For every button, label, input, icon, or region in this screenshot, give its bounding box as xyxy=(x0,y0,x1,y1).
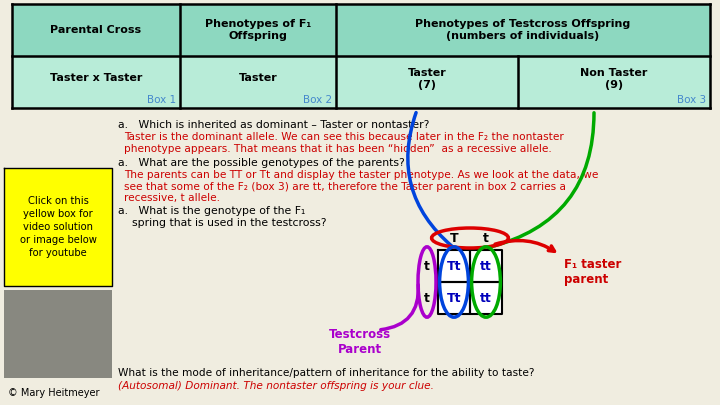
Text: (7): (7) xyxy=(418,80,436,90)
FancyArrowPatch shape xyxy=(381,285,418,330)
Text: Box 2: Box 2 xyxy=(303,95,332,105)
Text: t: t xyxy=(424,292,430,305)
Text: © Mary Heitmeyer: © Mary Heitmeyer xyxy=(8,388,99,398)
Text: (Autosomal) Dominant. The nontaster offspring is your clue.: (Autosomal) Dominant. The nontaster offs… xyxy=(118,381,434,391)
Text: The parents can be TT or Tt and display the taster phenotype. As we look at the : The parents can be TT or Tt and display … xyxy=(124,170,598,180)
Polygon shape xyxy=(438,250,470,282)
Polygon shape xyxy=(336,4,710,56)
Text: Taster: Taster xyxy=(408,68,446,78)
Polygon shape xyxy=(518,56,710,108)
Text: (9): (9) xyxy=(605,80,623,90)
Text: T: T xyxy=(450,232,459,245)
Text: phenotype appears. That means that it has been “hidden”  as a recessive allele.: phenotype appears. That means that it ha… xyxy=(124,144,552,154)
Polygon shape xyxy=(438,282,470,314)
Text: Phenotypes of Testcross Offspring
(numbers of individuals): Phenotypes of Testcross Offspring (numbe… xyxy=(415,19,631,41)
Text: t: t xyxy=(424,260,430,273)
FancyArrowPatch shape xyxy=(489,113,594,247)
Text: Taster x Taster: Taster x Taster xyxy=(50,73,142,83)
Polygon shape xyxy=(12,56,180,108)
Polygon shape xyxy=(12,4,180,56)
Text: tt: tt xyxy=(480,292,492,305)
Polygon shape xyxy=(4,290,112,378)
Text: tt: tt xyxy=(480,260,492,273)
Polygon shape xyxy=(470,250,502,282)
Text: Box 1: Box 1 xyxy=(147,95,176,105)
Polygon shape xyxy=(180,4,336,56)
Text: Taster: Taster xyxy=(238,73,277,83)
Text: spring that is used in the testcross?: spring that is used in the testcross? xyxy=(132,218,326,228)
Text: Parental Cross: Parental Cross xyxy=(50,25,142,35)
Polygon shape xyxy=(470,282,502,314)
Text: a.   What is the genotype of the F₁: a. What is the genotype of the F₁ xyxy=(118,207,305,217)
Text: a.   What are the possible genotypes of the parents?: a. What are the possible genotypes of th… xyxy=(118,158,405,168)
Text: What is the mode of inheritance/pattern of inheritance for the ability to taste?: What is the mode of inheritance/pattern … xyxy=(118,368,534,378)
FancyArrowPatch shape xyxy=(408,113,452,246)
Text: recessive, t allele.: recessive, t allele. xyxy=(124,193,220,203)
Text: Tt: Tt xyxy=(446,260,462,273)
Text: Phenotypes of F₁
Offspring: Phenotypes of F₁ Offspring xyxy=(205,19,311,41)
Text: see that some of the F₂ (box 3) are tt, therefore the Taster parent in box 2 car: see that some of the F₂ (box 3) are tt, … xyxy=(124,181,566,192)
Polygon shape xyxy=(4,168,112,286)
Text: Click on this
yellow box for
video solution
or image below
for youtube: Click on this yellow box for video solut… xyxy=(19,196,96,258)
Text: a.   Which is inherited as dominant – Taster or nontaster?: a. Which is inherited as dominant – Tast… xyxy=(118,120,429,130)
Text: t: t xyxy=(483,232,489,245)
Text: F₁ taster
parent: F₁ taster parent xyxy=(564,258,621,286)
Text: Box 3: Box 3 xyxy=(677,95,706,105)
Text: Tt: Tt xyxy=(446,292,462,305)
Polygon shape xyxy=(336,56,518,108)
Text: Taster is the dominant allele. We can see this because later in the F₂ the nonta: Taster is the dominant allele. We can se… xyxy=(124,132,564,143)
Text: Non Taster: Non Taster xyxy=(580,68,648,78)
Polygon shape xyxy=(180,56,336,108)
Text: Testcross
Parent: Testcross Parent xyxy=(329,328,391,356)
